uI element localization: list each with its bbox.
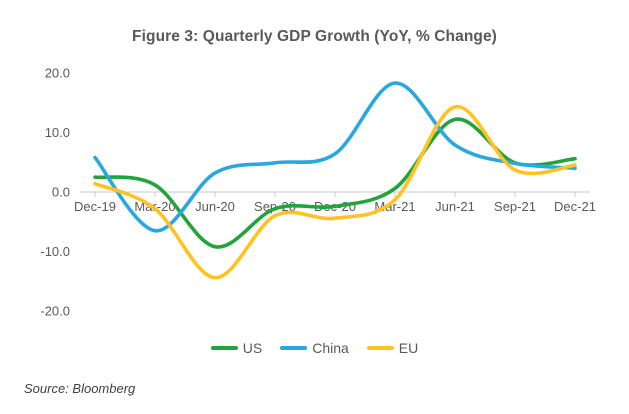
us-line-swatch-icon: [210, 346, 238, 350]
x-axis-label: Dec-21: [554, 199, 596, 214]
x-axis-label: Dec-19: [74, 199, 116, 214]
x-axis-label: Sep-21: [494, 199, 536, 214]
y-axis-label: -10.0: [40, 244, 70, 259]
eu-line-swatch-icon: [366, 346, 394, 350]
series-line-eu: [93, 105, 577, 280]
legend-item-us: US: [210, 340, 263, 356]
legend-label-eu: EU: [398, 340, 419, 356]
series-line-china: [93, 81, 577, 233]
x-axis-label: Sep-20: [254, 199, 296, 214]
source-note: Source: Bloomberg: [24, 381, 136, 396]
x-axis-label: Jun-21: [435, 199, 475, 214]
chart-title: Figure 3: Quarterly GDP Growth (YoY, % C…: [132, 28, 497, 45]
y-axis-label: 20.0: [45, 66, 70, 81]
legend-label-us: US: [242, 340, 263, 356]
y-axis-label: 0.0: [52, 185, 70, 200]
legend-item-china: China: [280, 340, 349, 356]
chart-legend: US China EU: [0, 340, 629, 356]
x-axis-label: Jun-20: [195, 199, 235, 214]
y-axis-label: 10.0: [45, 125, 70, 140]
x-axis-label: Mar-21: [374, 199, 415, 214]
y-axis-label: -20.0: [40, 304, 70, 319]
legend-item-eu: EU: [366, 340, 419, 356]
china-line-swatch-icon: [280, 346, 308, 350]
legend-label-china: China: [312, 340, 349, 356]
